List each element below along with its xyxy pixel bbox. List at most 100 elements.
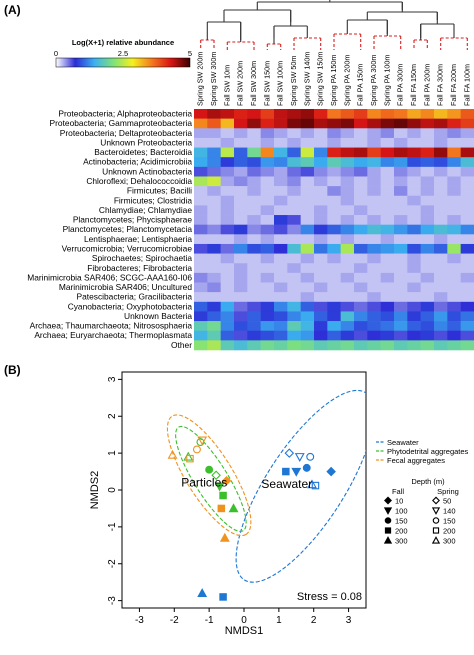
heatmap-cell: [327, 147, 341, 158]
heatmap-cell: [434, 195, 448, 206]
heatmap-cell: [300, 311, 315, 322]
legend-marker: [432, 496, 440, 505]
heatmap-cell: [247, 166, 261, 177]
heatmap-cell: [274, 321, 288, 332]
heatmap-cell: [394, 253, 408, 264]
heatmap-cell: [260, 147, 275, 158]
heatmap-cell: [380, 263, 395, 274]
row-label: Chloroflexi; Dehalococcoidia: [86, 176, 192, 186]
heatmap-cell: [300, 253, 315, 264]
heatmap-cell: [194, 282, 208, 293]
heatmap-cell: [460, 109, 474, 119]
heatmap-cell: [354, 292, 368, 303]
column-label: Spring SW 300m: [209, 52, 218, 106]
legend-depth-title: Depth (m): [411, 477, 445, 486]
heatmap-cell: [354, 330, 368, 341]
heatmap-cell: [460, 205, 474, 216]
heatmap-cell: [380, 292, 395, 303]
heatmap-cell: [407, 330, 421, 341]
heatmap-cell: [247, 263, 261, 274]
data-point: [197, 436, 208, 446]
heatmap-cell: [247, 282, 261, 293]
heatmap-cell: [274, 137, 288, 148]
nmds-panel: (B) -3 -2 -1 0 1 2 3 -3 -2 -1 0 1 2 3 Particles Seawa…: [4, 363, 469, 637]
heatmap-cell: [367, 215, 381, 225]
heatmap-cell: [234, 272, 248, 283]
heatmap-cell: [194, 176, 208, 187]
heatmap-cell: [420, 137, 435, 148]
heatmap-cell: [380, 215, 395, 225]
legend-marker: [384, 517, 392, 524]
data-point: [183, 451, 194, 461]
heatmap-cell: [247, 128, 261, 139]
heatmap-cell: [287, 282, 301, 293]
heatmap-cell: [327, 118, 341, 129]
heatmap-cell: [300, 109, 315, 119]
heatmap-cell: [194, 186, 208, 197]
heatmap-cell: [420, 330, 435, 341]
heatmap-cell: [247, 321, 261, 332]
heatmap-cell: [407, 157, 421, 168]
heatmap-cell: [220, 166, 235, 177]
heatmap-cell: [380, 330, 395, 341]
heatmap-cell: [327, 301, 341, 312]
heatmap-cell: [394, 118, 408, 129]
heatmap-cell: [300, 224, 315, 235]
heatmap-cell: [434, 301, 448, 312]
colorbar-bar: [55, 57, 191, 68]
heatmap-cell: [460, 292, 474, 303]
heatmap-cell: [420, 147, 435, 158]
x-tick-label: -2: [170, 615, 179, 626]
heatmap-cell: [354, 301, 368, 312]
legend-depth-label: 100: [395, 507, 408, 516]
heatmap-cell: [314, 186, 328, 197]
heatmap-cell: [340, 109, 355, 119]
heatmap-cell: [460, 340, 474, 351]
heatmap-cell: [260, 195, 275, 206]
column-label: Fall PA 300m: [396, 64, 405, 106]
heatmap-cell: [447, 195, 461, 206]
heatmap-cell: [287, 205, 301, 216]
heatmap-cell: [354, 243, 368, 254]
heatmap-cell: [434, 282, 448, 293]
heatmap-cell: [234, 224, 248, 235]
heatmap-cell: [447, 137, 461, 148]
heatmap-cell: [220, 205, 235, 216]
heatmap-cell: [420, 176, 435, 187]
heatmap-cell: [207, 263, 221, 274]
heatmap-cell: [434, 109, 448, 119]
heatmap-cell: [434, 166, 448, 177]
heatmap-cell: [380, 157, 395, 168]
heatmap-cell: [367, 243, 381, 254]
heatmap-cell: [234, 157, 248, 168]
row-label: Planctomycetes; Phycisphaerae: [73, 215, 193, 225]
heatmap-cell: [394, 147, 408, 158]
row-label: Cyanobacteria; Oxyphotobacteria: [68, 301, 193, 311]
heatmap-cell: [260, 215, 275, 225]
heatmap-cell: [287, 292, 301, 303]
heatmap-cell: [380, 205, 395, 216]
heatmap-cell: [194, 301, 208, 312]
heatmap-cell: [194, 157, 208, 168]
heatmap-cell: [260, 186, 275, 197]
legend-marker: [383, 536, 393, 544]
heatmap-cell: [447, 205, 461, 216]
heatmap-cell: [340, 282, 355, 293]
heatmap-cell: [247, 137, 261, 148]
heatmap-cell: [327, 109, 341, 119]
heatmap-cell: [380, 147, 395, 158]
heatmap-cell: [407, 263, 421, 274]
heatmap-cell: [220, 109, 235, 119]
heatmap-cell: [234, 263, 248, 274]
heatmap-cell: [274, 301, 288, 312]
ellipses: [166, 389, 366, 583]
heatmap-cell: [194, 128, 208, 139]
heatmap-cell: [260, 118, 275, 129]
heatmap-cell: [247, 234, 261, 245]
heatmap-cell: [220, 282, 235, 293]
column-label: Fall PA 150m: [356, 64, 365, 106]
heatmap-cell: [247, 118, 261, 129]
heatmap-cell: [287, 176, 301, 187]
heatmap-cell: [260, 272, 275, 283]
heatmap-cell: [340, 128, 355, 139]
